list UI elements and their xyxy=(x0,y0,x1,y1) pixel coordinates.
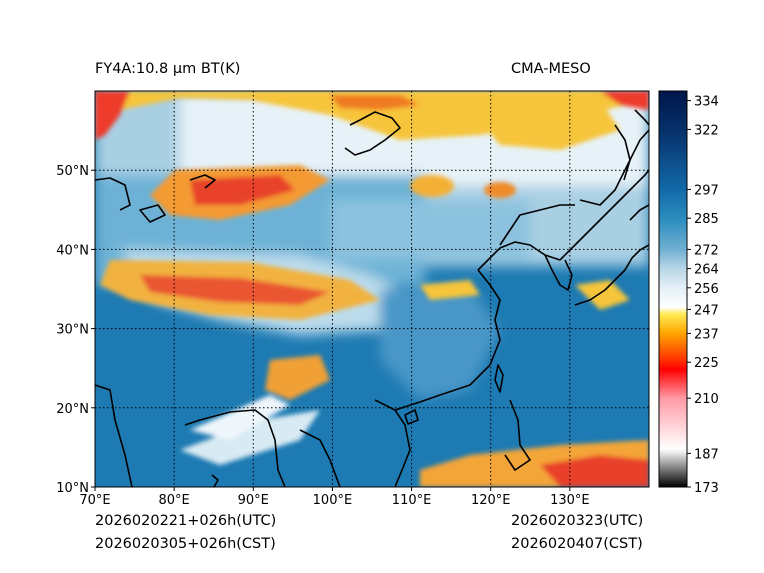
cloud-east-streak xyxy=(420,280,480,300)
coast-china-india xyxy=(95,384,133,487)
sri-lanka xyxy=(211,474,219,487)
lat-tick-label: 20°N xyxy=(56,402,89,417)
colorbar-tick-label: 285 xyxy=(694,212,719,227)
caspian-coast xyxy=(95,177,131,211)
lat-tick-labels: 10°N 20°N 30°N 40°N 50°N xyxy=(56,164,95,496)
coast-sea-of-okhotsk xyxy=(579,129,649,206)
colorbar-tick-label: 247 xyxy=(694,303,719,318)
cloud-tropical-red xyxy=(540,455,649,487)
colorbar-tick-label: 187 xyxy=(694,447,719,462)
lat-tick-label: 40°N xyxy=(56,243,89,258)
lon-tick-label: 100°E xyxy=(313,493,353,508)
cloud-india-patch xyxy=(265,355,330,400)
colorbar-tick-label: 334 xyxy=(694,95,719,110)
lake-balkhash xyxy=(189,174,216,189)
init-time-cst: 2026020305+026h(CST) xyxy=(95,536,276,552)
east-china-land xyxy=(380,285,500,400)
map-panel xyxy=(95,91,649,487)
colorbar-tick-label: 297 xyxy=(694,183,719,198)
japan-hokkaido xyxy=(629,204,649,221)
japan-honshu xyxy=(574,244,649,306)
coast-vietnam xyxy=(374,399,411,487)
cloud-westerly-red xyxy=(140,275,330,305)
colorbar-tick-label: 173 xyxy=(694,481,719,496)
colorbar-tick-label: 210 xyxy=(694,392,719,407)
philippines xyxy=(504,399,531,471)
valid-time-utc: 2026020323(UTC) xyxy=(511,513,644,529)
cloud-india-white-streaks-2 xyxy=(190,395,290,440)
cloud-kazakh-red xyxy=(190,175,295,205)
lat-tick-label: 10°N xyxy=(56,481,89,496)
init-time-utc: 2026020221+026h(UTC) xyxy=(95,513,277,529)
cloud-northeast-yellow xyxy=(470,100,620,150)
lat-tick-label: 50°N xyxy=(56,164,89,179)
lon-tick-label: 70°E xyxy=(79,493,110,508)
lon-tick-label: 90°E xyxy=(238,493,269,508)
colorbar-tick-label: 272 xyxy=(694,243,719,258)
cloud-india-white-streaks xyxy=(180,410,320,465)
colorbar xyxy=(658,90,688,488)
cloud-mongolia-1 xyxy=(410,175,454,197)
coast-east-china xyxy=(477,269,501,366)
lon-tick-label: 110°E xyxy=(392,493,432,508)
coast-bay-of-bengal xyxy=(184,409,286,487)
lon-tick-labels: 70°E 80°E 90°E 100°E 110°E 120°E 130°E xyxy=(79,487,590,508)
valid-time-cst: 2026020407(CST) xyxy=(511,536,643,552)
colorbar-tick-label: 264 xyxy=(694,263,719,278)
lon-tick-label: 80°E xyxy=(159,493,190,508)
cloud-north-band-core xyxy=(330,95,420,110)
coast-korea xyxy=(544,254,573,291)
cloud-ne-red xyxy=(600,91,649,110)
taiwan xyxy=(494,364,504,393)
colorbar-tick-label: 225 xyxy=(694,356,719,371)
map-title: FY4A:10.8 µm BT(K) xyxy=(95,61,241,77)
coast-indochina xyxy=(299,429,341,487)
cloud-korea-japan xyxy=(575,280,630,310)
cloud-nw-red xyxy=(95,91,130,140)
colorbar-tick-label: 237 xyxy=(694,327,719,342)
colorbar-ticks: 334 322 297 285 272 264 256 247 237 225 210 187 173 xyxy=(687,95,719,496)
coastlines xyxy=(95,109,649,487)
coast-russia-east xyxy=(559,169,649,261)
colorbar-tick-label: 256 xyxy=(694,282,719,297)
map-frame xyxy=(94,90,650,488)
lon-tick-label: 120°E xyxy=(471,493,511,508)
cloud-mongolia-2 xyxy=(484,182,516,198)
china-north-land xyxy=(330,200,530,260)
border-northeast xyxy=(499,204,575,246)
model-name: CMA-MESO xyxy=(511,61,591,77)
cloud-layer xyxy=(95,91,649,487)
aral-sea xyxy=(139,204,166,223)
gridlines xyxy=(95,91,649,487)
lake-baikal xyxy=(344,111,401,156)
lon-tick-label: 130°E xyxy=(550,493,590,508)
coast-south-china xyxy=(394,364,491,411)
lat-tick-label: 30°N xyxy=(56,323,89,338)
colorbar-tick-label: 322 xyxy=(694,123,719,138)
kamchatka xyxy=(634,109,649,126)
